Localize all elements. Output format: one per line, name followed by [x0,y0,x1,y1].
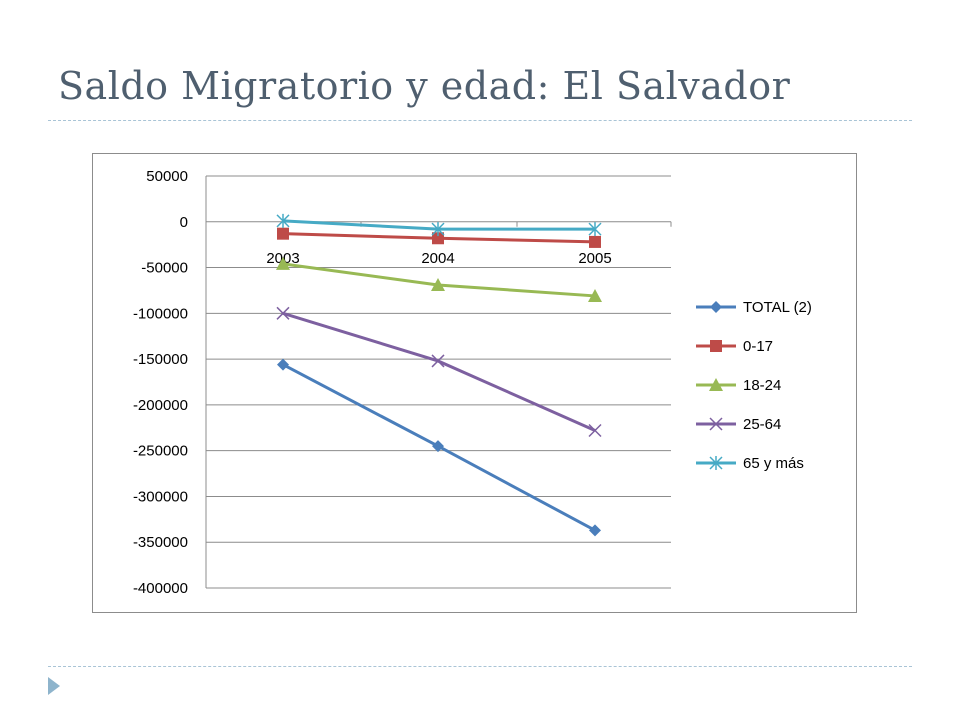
y-tick-label: -300000 [133,488,188,505]
legend-label: 65 y más [743,455,804,472]
bullet-arrow-icon [48,677,60,695]
y-tick-label: -400000 [133,580,188,597]
y-tick-label: 0 [180,214,188,231]
chart-frame: 50000 0 -50000 -100000 -150000 -200000 -250000… [92,153,857,613]
data-point [588,423,602,438]
y-tick-label: -350000 [133,534,188,551]
data-point [276,306,290,320]
data-point [431,354,445,368]
data-point [589,524,601,537]
legend-label: 25-64 [743,416,781,433]
legend-marker [709,417,723,431]
legend-marker [709,456,723,470]
data-point [588,222,602,237]
data-point [277,358,289,371]
y-tick-label: -200000 [133,397,188,414]
data-point [431,277,445,291]
x-tick-label: 2005 [578,250,611,267]
slide-title: Saldo Migratorio y edad: El Salvador [58,64,791,108]
legend-label: 18-24 [743,377,781,394]
legend-label: TOTAL (2) [743,299,812,316]
data-point [588,288,602,302]
data-point [432,232,444,245]
series-line-3 [282,311,596,432]
x-tick-label: 2004 [421,250,454,267]
title-divider [48,120,912,121]
line-chart: 50000 0 -50000 -100000 -150000 -200000 -250000… [133,168,812,597]
data-point [432,440,444,453]
data-point [276,213,290,228]
y-tick-label: -250000 [133,443,188,460]
y-tick-label: -100000 [133,305,188,322]
legend-marker [709,378,723,391]
data-point [589,235,601,248]
data-point [276,256,290,270]
legend-marker [710,301,722,313]
y-tick-label: 50000 [146,168,188,185]
y-tick-label: -150000 [133,351,188,368]
data-point [277,227,289,240]
footer-divider [48,666,912,667]
y-tick-label: -50000 [141,260,188,277]
legend-label: 0-17 [743,338,773,355]
legend-marker [710,340,722,352]
data-point [431,222,445,237]
